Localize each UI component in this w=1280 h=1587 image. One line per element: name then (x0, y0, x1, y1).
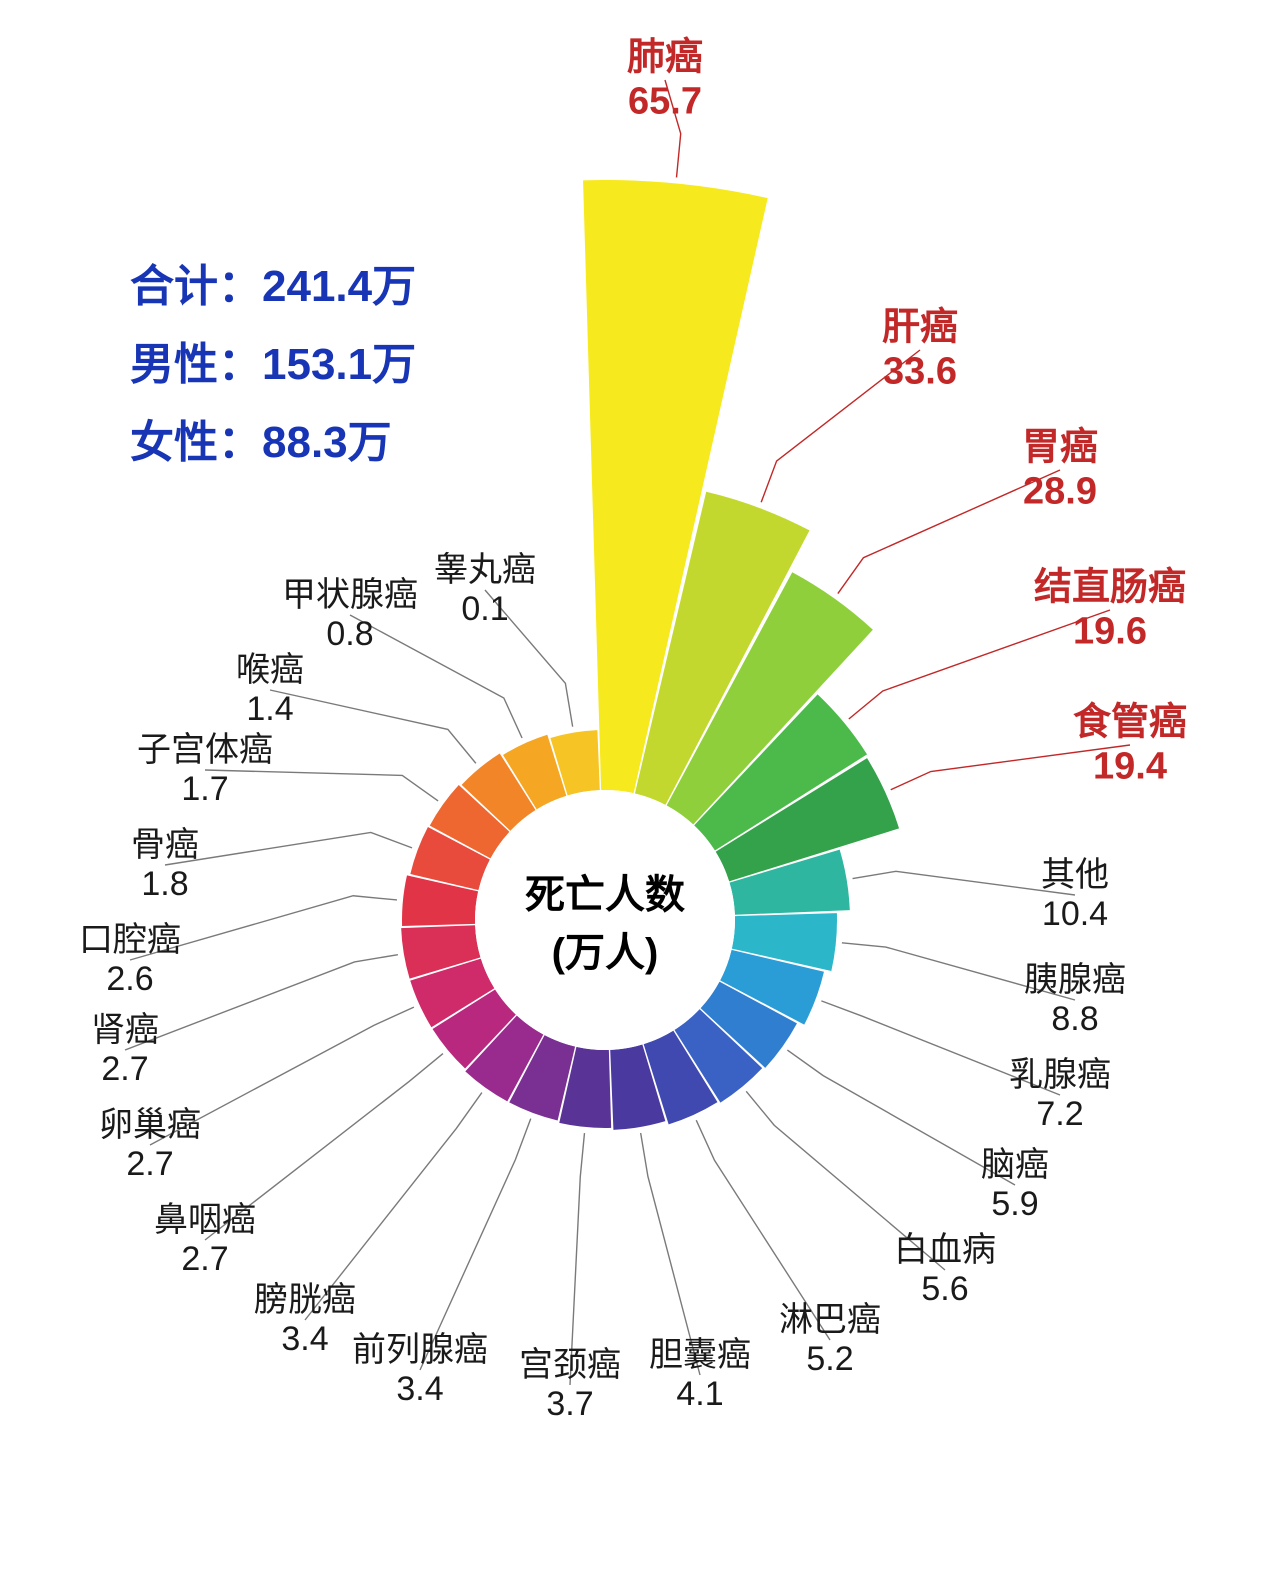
segment-name: 淋巴癌 (779, 1301, 881, 1340)
segment-label: 淋巴癌5.2 (779, 1301, 881, 1379)
segment-label: 卵巢癌2.7 (99, 1106, 201, 1184)
segment-value: 1.8 (131, 865, 199, 904)
center-label-line2: (万人) (525, 920, 685, 978)
segment-name: 甲状腺癌 (282, 576, 418, 615)
segment-name: 宫颈癌 (519, 1346, 621, 1385)
segment-name: 白血病 (894, 1231, 996, 1270)
segment-label: 鼻咽癌2.7 (154, 1201, 256, 1279)
segment-value: 65.7 (627, 80, 703, 124)
segment-label: 宫颈癌3.7 (519, 1346, 621, 1424)
summary-label: 合计： (130, 262, 262, 311)
segment-value: 2.7 (91, 1050, 159, 1089)
segment-label: 睾丸癌0.1 (434, 551, 536, 629)
summary-row: 男性：153.1万 (130, 328, 416, 392)
segment-value: 8.8 (1024, 1000, 1126, 1039)
segment-value: 3.7 (519, 1385, 621, 1424)
summary-value: 153.1万 (262, 340, 416, 389)
segment-name: 肺癌 (627, 36, 703, 80)
segment-label: 骨癌1.8 (131, 826, 199, 904)
summary-value: 88.3万 (262, 418, 392, 467)
summary-label: 男性： (130, 340, 262, 389)
segment-name: 结直肠癌 (1034, 566, 1186, 610)
segment-name: 肝癌 (882, 306, 958, 350)
segment-name: 前列腺癌 (352, 1331, 488, 1370)
segment-value: 2.7 (154, 1240, 256, 1279)
segment-label: 甲状腺癌0.8 (282, 576, 418, 654)
summary-row: 合计：241.4万 (130, 250, 416, 314)
segment-label: 肺癌65.7 (627, 36, 703, 123)
segment-name: 膀胱癌 (254, 1281, 356, 1320)
segment-label: 脑癌5.9 (981, 1146, 1049, 1224)
center-label-line1: 死亡人数 (525, 862, 685, 920)
segment-name: 脑癌 (981, 1146, 1049, 1185)
segment-label: 子宫体癌1.7 (137, 731, 273, 809)
segment-value: 33.6 (882, 350, 958, 394)
segment-value: 0.8 (282, 615, 418, 654)
segment-value: 1.7 (137, 770, 273, 809)
segment-name: 骨癌 (131, 826, 199, 865)
segment-name: 其他 (1041, 856, 1109, 895)
segment-value: 3.4 (352, 1370, 488, 1409)
segment-name: 子宫体癌 (137, 731, 273, 770)
segment-value: 19.4 (1073, 745, 1187, 789)
segment-label: 白血病5.6 (894, 1231, 996, 1309)
segment-value: 2.6 (79, 960, 181, 999)
segment-name: 卵巢癌 (99, 1106, 201, 1145)
segment-name: 喉癌 (236, 651, 304, 690)
segment-value: 4.1 (649, 1375, 751, 1414)
summary-label: 女性： (130, 418, 262, 467)
segment-label: 前列腺癌3.4 (352, 1331, 488, 1409)
summary-row: 女性：88.3万 (130, 406, 416, 470)
segment-value: 2.7 (99, 1145, 201, 1184)
center-label: 死亡人数(万人) (525, 862, 685, 978)
segment-label: 膀胱癌3.4 (254, 1281, 356, 1359)
segment-value: 0.1 (434, 590, 536, 629)
segment-label: 结直肠癌19.6 (1034, 566, 1186, 653)
segment-label: 乳腺癌7.2 (1009, 1056, 1111, 1134)
segment-name: 胰腺癌 (1024, 961, 1126, 1000)
segment-value: 28.9 (1022, 470, 1098, 514)
segment-value: 3.4 (254, 1320, 356, 1359)
segment-label: 口腔癌2.6 (79, 921, 181, 999)
summary-block: 合计：241.4万男性：153.1万女性：88.3万 (130, 250, 416, 470)
segment-name: 睾丸癌 (434, 551, 536, 590)
segment-name: 食管癌 (1073, 701, 1187, 745)
segment-label: 胃癌28.9 (1022, 426, 1098, 513)
segment-value: 10.4 (1041, 895, 1109, 934)
segment-name: 肾癌 (91, 1011, 159, 1050)
segment-label: 喉癌1.4 (236, 651, 304, 729)
segment-value: 7.2 (1009, 1095, 1111, 1134)
segment-label: 胆囊癌4.1 (649, 1336, 751, 1414)
segment-value: 19.6 (1034, 610, 1186, 654)
segment-value: 5.6 (894, 1270, 996, 1309)
segment-name: 乳腺癌 (1009, 1056, 1111, 1095)
segment-value: 1.4 (236, 690, 304, 729)
segment-label: 肾癌2.7 (91, 1011, 159, 1089)
segment-name: 胃癌 (1022, 426, 1098, 470)
segment-label: 肝癌33.6 (882, 306, 958, 393)
segment-name: 口腔癌 (79, 921, 181, 960)
segment-value: 5.2 (779, 1340, 881, 1379)
summary-value: 241.4万 (262, 262, 416, 311)
segment-label: 食管癌19.4 (1073, 701, 1187, 788)
leader-line (165, 832, 412, 865)
segment-name: 胆囊癌 (649, 1336, 751, 1375)
segment-value: 5.9 (981, 1185, 1049, 1224)
segment-name: 鼻咽癌 (154, 1201, 256, 1240)
chart-root: 肺癌65.7 肝癌33.6 胃癌28.9 结直肠癌19.6 食管癌19.4 其他10.4 胰… (0, 0, 1280, 1587)
segment-label: 胰腺癌8.8 (1024, 961, 1126, 1039)
segment-label: 其他10.4 (1041, 856, 1109, 934)
